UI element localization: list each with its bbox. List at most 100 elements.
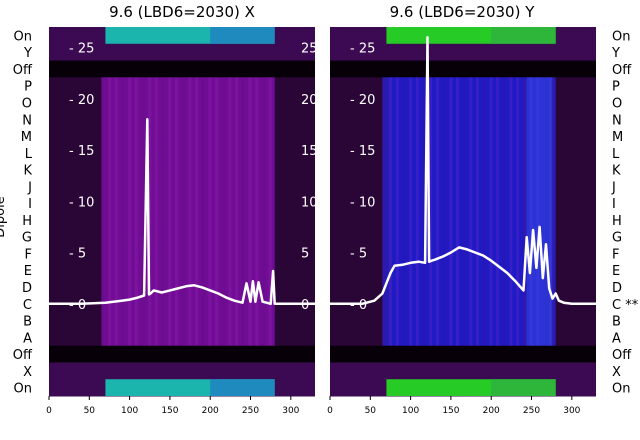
- row-label: H: [612, 214, 622, 229]
- heatmap-hot-band: [491, 27, 556, 44]
- left-chart-title: 9.6 (LBD6=2030) X: [109, 3, 255, 21]
- heatmap-active-region: [390, 77, 524, 346]
- heatmap-row: [49, 345, 315, 363]
- row-label: On: [612, 382, 630, 397]
- row-label: Off: [612, 63, 632, 78]
- x-tick-label: 0: [327, 406, 333, 416]
- left-x-ticks: 0 50 100 150 200 250 300: [46, 396, 300, 416]
- x-tick-label: 200: [202, 406, 219, 416]
- x-tick-label: 50: [365, 406, 377, 416]
- heatmap-streak: [121, 77, 125, 346]
- heatmap-streak: [542, 77, 546, 346]
- row-label: B: [23, 315, 32, 330]
- row-label: F: [25, 247, 32, 262]
- heatmap-streak: [509, 77, 513, 346]
- row-label: L: [25, 147, 33, 162]
- heatmap-streak: [429, 77, 433, 346]
- heatmap-streak: [108, 77, 112, 346]
- heatmap-row: [330, 60, 596, 78]
- heatmap-streak: [482, 77, 486, 346]
- heatmap-streak: [261, 77, 265, 346]
- row-label: K: [612, 164, 621, 179]
- heatmap-streak: [496, 77, 500, 346]
- heatmap-streak: [442, 77, 446, 346]
- y-tick-label: - 5: [69, 247, 86, 262]
- y-tick-label: - 15: [69, 144, 94, 159]
- heatmap-streak: [101, 77, 105, 346]
- row-label: P: [612, 80, 620, 95]
- y-tick-label: - 15: [350, 144, 375, 159]
- row-label: Off: [612, 348, 632, 363]
- row-label: B: [612, 315, 621, 330]
- heatmap-row: [49, 362, 315, 380]
- x-tick-label: 150: [161, 406, 178, 416]
- heatmap-streak: [168, 77, 172, 346]
- row-label: On: [612, 29, 630, 44]
- heatmap-row: [330, 43, 596, 62]
- row-label: On: [14, 29, 32, 44]
- heatmap-streak: [154, 77, 158, 346]
- heatmap-streak: [148, 77, 152, 346]
- x-tick-label: 100: [402, 406, 419, 416]
- left-overlay-line: [49, 118, 315, 306]
- right-x-ticks: 0 50 100 150 200 250 300: [327, 396, 581, 416]
- heatmap-streak: [549, 77, 553, 346]
- heatmap-streak: [174, 77, 178, 346]
- heatmap-streak: [502, 77, 506, 346]
- heatmap-streak: [462, 77, 466, 346]
- y-tick-label: 25: [301, 42, 318, 57]
- heatmap-streak: [522, 77, 526, 346]
- x-tick-label: 250: [242, 406, 259, 416]
- y-tick-label: - 25: [350, 42, 375, 57]
- y-tick-label: 10: [301, 195, 318, 210]
- row-label: G: [612, 231, 622, 246]
- heatmap-streak: [422, 77, 426, 346]
- x-tick-label: 50: [84, 406, 96, 416]
- heatmap-hot-band: [210, 27, 275, 44]
- heatmap-streak: [268, 77, 272, 346]
- row-label: E: [24, 264, 32, 279]
- heatmap-streak: [382, 77, 386, 346]
- row-label: N: [22, 113, 32, 128]
- x-tick-label: 100: [121, 406, 138, 416]
- heatmap-streak: [134, 77, 138, 346]
- x-tick-label: 0: [46, 406, 52, 416]
- heatmap-row: [330, 345, 596, 363]
- heatmap-streak: [141, 77, 145, 346]
- heatmap-streak: [161, 77, 165, 346]
- right-heatmap: [330, 27, 596, 397]
- right-chart-title: 9.6 (LBD6=2030) Y: [390, 3, 536, 21]
- y-tick-label: 20: [301, 93, 318, 108]
- y-tick-label: - 10: [350, 195, 375, 210]
- row-label: Y: [23, 46, 32, 61]
- heatmap-streak: [516, 77, 520, 346]
- y-tick-label: 15: [301, 144, 318, 159]
- row-label: M: [21, 130, 32, 145]
- heatmap-hot-band: [210, 379, 275, 396]
- row-label: I: [28, 197, 32, 212]
- row-label: J: [27, 180, 32, 195]
- row-label: O: [22, 96, 32, 111]
- heatmap-row: [49, 60, 315, 78]
- heatmap-row: [49, 43, 315, 62]
- heatmap-streak: [114, 77, 118, 346]
- heatmap-hot-band: [491, 379, 556, 396]
- right-overlay-line: [330, 36, 596, 306]
- row-label: G: [22, 231, 32, 246]
- y-tick-label: - 20: [69, 93, 94, 108]
- left-chart: 9.6 (LBD6=2030) X Dipole On Y Off PONMLKJIH…: [0, 3, 318, 416]
- heatmap-streak: [489, 77, 493, 346]
- x-tick-label: 300: [563, 406, 580, 416]
- y-tick-label: - 20: [350, 93, 375, 108]
- heatmap-streak: [208, 77, 212, 346]
- heatmap-streak: [536, 77, 540, 346]
- row-label: A: [612, 331, 621, 346]
- heatmap-streak: [221, 77, 225, 346]
- row-label: D: [612, 281, 622, 296]
- heatmap-row: [330, 362, 596, 380]
- row-label: M: [612, 130, 623, 145]
- left-y-ticks: - 0 0 - 5 5 - 10 10 - 15 15 - 20 20 - 25 25: [69, 42, 318, 313]
- x-tick-label: 150: [442, 406, 459, 416]
